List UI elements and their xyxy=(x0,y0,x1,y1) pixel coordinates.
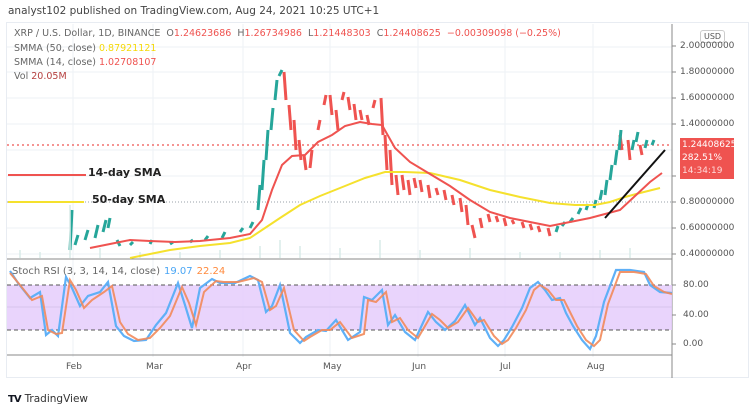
smma14-value: 1.02708107 xyxy=(98,57,157,68)
annotation-14-day-sma: 14-day SMA xyxy=(88,166,162,179)
bar-countdown: 14:34:19 xyxy=(682,166,723,176)
price-change-percent: 282.51% xyxy=(682,153,723,163)
close-label: C xyxy=(376,28,384,39)
price-tick: 1.40000000 xyxy=(680,119,735,129)
stoch-d-line xyxy=(9,271,673,348)
smma50-label: SMMA (50, close) xyxy=(14,43,96,54)
symbol-name: XRP / U.S. Dollar, 1D, BINANCE xyxy=(14,28,161,39)
symbol-legend[interactable]: XRP / U.S. Dollar, 1D, BINANCE O1.246236… xyxy=(14,28,561,39)
price-tick: 1.60000000 xyxy=(680,93,735,103)
currency-button[interactable]: USD xyxy=(700,30,726,43)
last-price-tag: 1.24408625 282.51% 14:34:19 xyxy=(680,138,737,179)
time-tick: Feb xyxy=(66,362,82,372)
high-value: 1.26734986 xyxy=(244,28,302,39)
price-tick: 2.00000000 xyxy=(680,41,735,51)
volume-legend[interactable]: Vol 20.05M xyxy=(14,71,67,82)
smma50-legend[interactable]: SMMA (50, close) 0.87921121 xyxy=(14,43,156,54)
tradingview-brand[interactable]: TV TradingView xyxy=(8,393,88,405)
stoch-d-value: 22.24 xyxy=(196,266,226,277)
stoch-tick: 40.00 xyxy=(683,310,709,320)
stoch-label: Stoch RSI (3, 3, 14, 14, close) xyxy=(12,266,160,277)
time-tick: Aug xyxy=(587,362,605,372)
time-tick: Jul xyxy=(500,362,511,372)
smma50-line xyxy=(129,171,661,259)
low-label: L xyxy=(307,28,314,39)
tradingview-logo-icon: TV xyxy=(8,393,22,405)
open-label: O xyxy=(166,28,174,39)
brand-name: TradingView xyxy=(24,393,89,405)
high-label: H xyxy=(237,28,245,39)
vol-value: 20.05M xyxy=(31,71,67,82)
smma50-value: 0.87921121 xyxy=(98,43,157,54)
uptrend-line xyxy=(604,149,666,219)
smma14-label: SMMA (14, close) xyxy=(14,57,96,68)
price-tick: 0.80000000 xyxy=(680,197,735,207)
low-value: 1.21448303 xyxy=(313,28,371,39)
candles xyxy=(68,69,656,251)
price-tick: 1.80000000 xyxy=(680,67,735,77)
vol-label: Vol xyxy=(14,71,29,82)
time-tick: Apr xyxy=(236,362,252,372)
stoch-tick: 0.00 xyxy=(683,339,704,349)
smma14-line xyxy=(89,120,663,249)
price-tick: 0.60000000 xyxy=(680,223,735,233)
stoch-rsi-legend[interactable]: Stoch RSI (3, 3, 14, 14, close) 19.07 22.2… xyxy=(12,266,225,277)
time-tick: May xyxy=(323,362,342,372)
chart-frame xyxy=(6,22,749,378)
stoch-k-line xyxy=(9,268,673,351)
price-tick: 0.40000000 xyxy=(680,249,735,259)
close-value: 1.24408625 xyxy=(383,28,441,39)
last-price: 1.24408625 xyxy=(682,140,737,150)
published-by: analyst102 published on TradingView.com,… xyxy=(8,5,380,17)
time-tick: Mar xyxy=(146,362,163,372)
smma14-legend[interactable]: SMMA (14, close) 1.02708107 xyxy=(14,57,156,68)
stoch-k-value: 19.07 xyxy=(164,266,193,277)
stoch-tick: 80.00 xyxy=(683,280,709,290)
time-tick: Jun xyxy=(412,362,427,372)
open-value: 1.24623686 xyxy=(173,28,232,39)
annotation-50-day-sma: 50-day SMA xyxy=(92,193,166,206)
change-value: −0.00309098 (−0.25%) xyxy=(446,28,561,39)
